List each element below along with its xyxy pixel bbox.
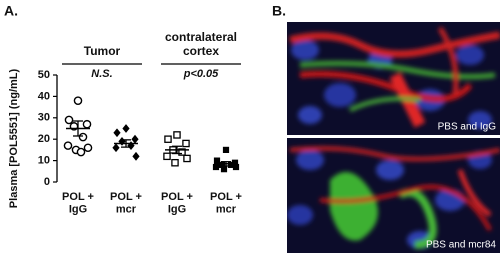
data-point <box>183 154 191 163</box>
y-axis-label: Plasma [POL5551] (ng/mL) <box>8 68 20 208</box>
data-point <box>132 151 140 161</box>
data-point <box>78 132 88 142</box>
data-point <box>163 152 171 161</box>
y-tick-label: 50 <box>38 69 50 81</box>
data-point <box>122 124 130 133</box>
data-point <box>212 163 220 171</box>
data-point <box>118 136 126 146</box>
y-tick-label: 30 <box>38 112 50 124</box>
group-title: contralateral cortex <box>165 30 237 58</box>
data-point <box>113 128 121 138</box>
data-point <box>127 141 135 151</box>
x-tick-label: POL + IgG <box>62 191 94 216</box>
data-point <box>227 161 235 168</box>
data-point <box>232 163 240 171</box>
y-tick-label: 10 <box>38 155 50 167</box>
y-tick-label: 40 <box>38 90 50 102</box>
image-caption: PBS and mcr84 <box>426 240 496 251</box>
data-point <box>213 157 221 164</box>
x-tick-label: POL + mcr <box>110 191 142 216</box>
data-point <box>82 119 92 129</box>
data-point <box>64 115 74 125</box>
data-point <box>222 146 230 153</box>
data-point <box>220 166 228 173</box>
data-point <box>218 161 226 168</box>
group-stat: N.S. <box>91 68 112 80</box>
panel-label: A. <box>4 3 18 19</box>
data-point <box>73 96 83 105</box>
data-point <box>164 135 172 143</box>
data-point <box>112 143 120 153</box>
y-tick-label: 20 <box>38 133 50 145</box>
group-stat: p<0.05 <box>183 68 219 80</box>
data-point <box>171 158 179 167</box>
x-tick-label: POL + IgG <box>161 191 193 216</box>
data-point <box>178 148 186 156</box>
data-point <box>76 147 86 157</box>
data-point <box>131 134 139 144</box>
data-point <box>63 141 73 150</box>
panel-label: B. <box>272 3 286 19</box>
micrograph <box>287 138 500 253</box>
image-caption: PBS and IgG <box>438 122 497 133</box>
data-point <box>83 143 93 153</box>
group-title: Tumor <box>84 44 121 58</box>
data-point <box>173 131 181 139</box>
y-tick-label: 0 <box>44 176 50 188</box>
data-point <box>182 139 190 148</box>
data-point <box>231 159 239 166</box>
micrograph <box>287 22 500 135</box>
x-tick-label: POL + mcr <box>210 191 242 216</box>
